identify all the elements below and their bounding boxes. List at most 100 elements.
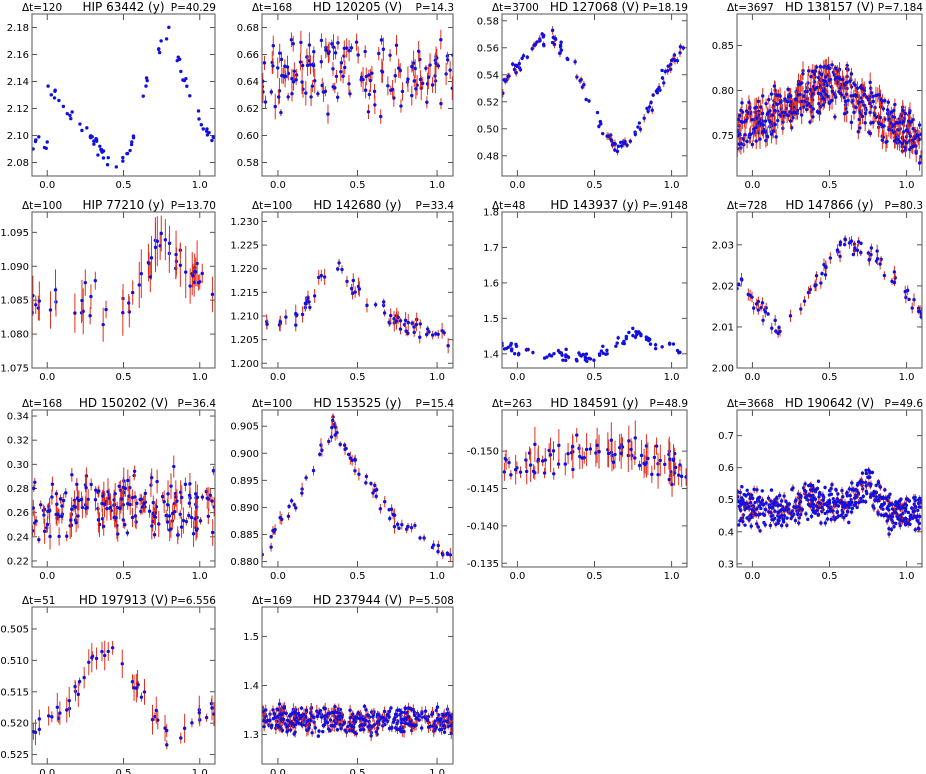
- data-point: [68, 113, 72, 118]
- data-point: [269, 90, 274, 94]
- x-tick-label: 0.5: [116, 768, 132, 774]
- data-point: [666, 64, 671, 68]
- data-points: [262, 698, 453, 742]
- panel-period-label: P=36.4: [177, 398, 216, 410]
- data-point: [652, 455, 657, 460]
- data-point: [398, 69, 402, 73]
- data-point: [775, 495, 779, 500]
- panel-title: HD 120205 (V): [313, 0, 402, 14]
- data-point: [848, 79, 852, 83]
- data-point: [796, 93, 800, 97]
- data-point: [129, 142, 134, 147]
- data-points: [32, 455, 215, 550]
- data-point: [380, 70, 385, 74]
- y-tick-label: 0.900: [230, 449, 259, 460]
- data-point: [187, 493, 192, 497]
- data-point: [890, 507, 895, 511]
- data-point: [867, 258, 871, 262]
- data-point: [370, 71, 374, 75]
- y-tick-label: -0.145: [467, 484, 499, 495]
- data-point: [671, 458, 676, 462]
- data-point: [326, 112, 330, 116]
- data-point: [818, 491, 822, 495]
- panel-period-label: P=14.3: [415, 2, 454, 14]
- data-point: [431, 543, 436, 547]
- data-point: [179, 525, 184, 529]
- data-point: [125, 502, 130, 506]
- data-point: [768, 109, 772, 113]
- panel-dt-label: Δt=3697: [727, 2, 774, 14]
- data-point: [132, 469, 137, 473]
- data-point: [797, 521, 801, 525]
- y-tick-label: -0.135: [467, 559, 499, 570]
- data-point: [763, 119, 768, 123]
- data-point: [205, 133, 210, 137]
- data-point: [439, 101, 443, 106]
- data-point: [663, 462, 667, 467]
- data-point: [748, 513, 753, 517]
- data-point: [916, 309, 921, 314]
- data-point: [506, 345, 511, 349]
- data-point: [609, 138, 614, 143]
- data-point: [678, 51, 682, 55]
- panel-title: HD 237944 (V): [313, 593, 402, 607]
- data-point: [629, 447, 633, 452]
- data-point: [910, 306, 914, 310]
- data-point: [46, 509, 50, 514]
- data-point: [525, 55, 530, 59]
- data-point: [336, 267, 340, 271]
- data-point: [679, 474, 684, 479]
- data-point: [442, 730, 447, 734]
- data-point: [300, 80, 304, 84]
- data-point: [753, 106, 757, 110]
- data-point: [841, 510, 845, 515]
- data-point: [856, 240, 861, 244]
- data-point: [643, 462, 647, 467]
- data-point: [353, 469, 357, 473]
- data-point: [106, 155, 110, 160]
- x-tick-label: 0.0: [270, 768, 286, 774]
- data-point: [849, 239, 854, 243]
- data-point: [872, 489, 876, 494]
- data-point: [779, 523, 784, 528]
- data-point: [319, 60, 324, 64]
- panel-title: HD 127068 (V): [550, 0, 639, 14]
- data-point: [838, 91, 843, 96]
- data-point: [912, 509, 917, 513]
- data-point: [869, 91, 874, 95]
- data-point: [627, 439, 631, 443]
- y-tick-label: 1.215: [230, 288, 259, 299]
- data-point: [398, 327, 403, 331]
- data-point: [157, 522, 161, 526]
- x-tick-label: 1.0: [192, 768, 208, 774]
- data-point: [626, 453, 631, 458]
- data-point: [790, 509, 795, 513]
- data-point: [564, 354, 568, 359]
- data-point: [531, 350, 535, 355]
- data-point: [389, 507, 394, 511]
- data-point: [840, 488, 844, 493]
- data-point: [165, 520, 170, 524]
- data-point: [188, 284, 192, 288]
- data-points: [502, 420, 687, 497]
- data-point: [406, 524, 410, 529]
- panel-dt-label: Δt=263: [492, 398, 532, 410]
- data-point: [914, 151, 918, 155]
- y-tick-label: 1.5: [483, 314, 499, 325]
- data-point: [878, 115, 883, 120]
- data-point: [845, 80, 849, 84]
- data-point: [819, 281, 823, 285]
- data-point: [191, 274, 195, 278]
- data-point: [32, 147, 35, 151]
- data-point: [181, 518, 186, 523]
- data-point: [811, 69, 815, 74]
- data-point: [83, 280, 87, 285]
- data-point: [547, 353, 552, 357]
- data-point: [843, 237, 847, 241]
- x-tick-label: 0.5: [116, 180, 132, 191]
- panel-title: HD 197913 (V): [79, 593, 168, 607]
- x-tick-label: 1.0: [429, 768, 445, 774]
- data-point: [123, 523, 127, 527]
- data-point: [884, 496, 888, 501]
- data-point: [396, 315, 400, 320]
